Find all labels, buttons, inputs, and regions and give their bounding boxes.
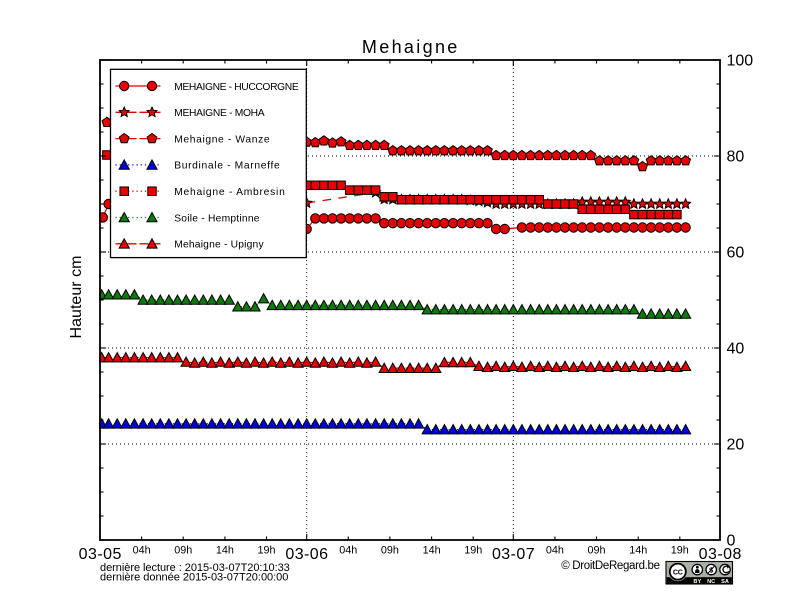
svg-text:Burdinale - Marneffe: Burdinale - Marneffe [174,161,280,172]
svg-text:14h: 14h [216,545,234,557]
svg-text:MEHAIGNE - HUCCORGNE: MEHAIGNE - HUCCORGNE [174,82,299,93]
svg-text:MEHAIGNE - MOHA: MEHAIGNE - MOHA [174,108,265,119]
svg-text:04h: 04h [133,545,151,557]
svg-text:03-05: 03-05 [79,546,122,563]
svg-text:CC: CC [673,567,683,576]
svg-text:Soile - Hemptinne: Soile - Hemptinne [174,213,260,224]
svg-text:Hauteur cm: Hauteur cm [68,256,85,339]
svg-text:09h: 09h [587,545,605,557]
svg-text:40: 40 [727,341,745,358]
svg-text:09h: 09h [174,545,192,557]
svg-text:03-07: 03-07 [492,546,535,563]
svg-text:14h: 14h [629,545,647,557]
svg-text:04h: 04h [546,545,564,557]
svg-text:Mehaigne - Ambresin: Mehaigne - Ambresin [174,187,285,198]
svg-text:19h: 19h [464,545,482,557]
svg-text:Mehaigne - Upigny: Mehaigne - Upigny [174,240,264,251]
svg-text:20: 20 [727,437,745,454]
svg-text:100: 100 [727,53,754,70]
svg-text:03-08: 03-08 [699,546,742,563]
svg-text:NC: NC [707,579,715,585]
svg-text:80: 80 [727,149,745,166]
svg-text:60: 60 [727,245,745,262]
svg-text:dernière lecture : 2015-03-07T: dernière lecture : 2015-03-07T20:10:33 [100,562,290,574]
svg-text:19h: 19h [257,545,275,557]
svg-text:04h: 04h [339,545,357,557]
svg-text:0: 0 [727,533,736,550]
svg-text:14h: 14h [423,545,441,557]
svg-text:03-06: 03-06 [285,546,328,563]
svg-text:BY: BY [693,579,701,585]
svg-text:19h: 19h [671,545,689,557]
svg-text:Mehaigne: Mehaigne [362,37,457,57]
svg-text:Mehaigne - Wanze: Mehaigne - Wanze [174,134,270,145]
svg-text:SA: SA [721,579,729,585]
svg-text:dernière donnée 2015-03-07T20: dernière donnée 2015-03-07T20:00:00 [100,572,288,584]
svg-text:© DroitDeRegard.be: © DroitDeRegard.be [561,560,660,572]
svg-text:09h: 09h [381,545,399,557]
